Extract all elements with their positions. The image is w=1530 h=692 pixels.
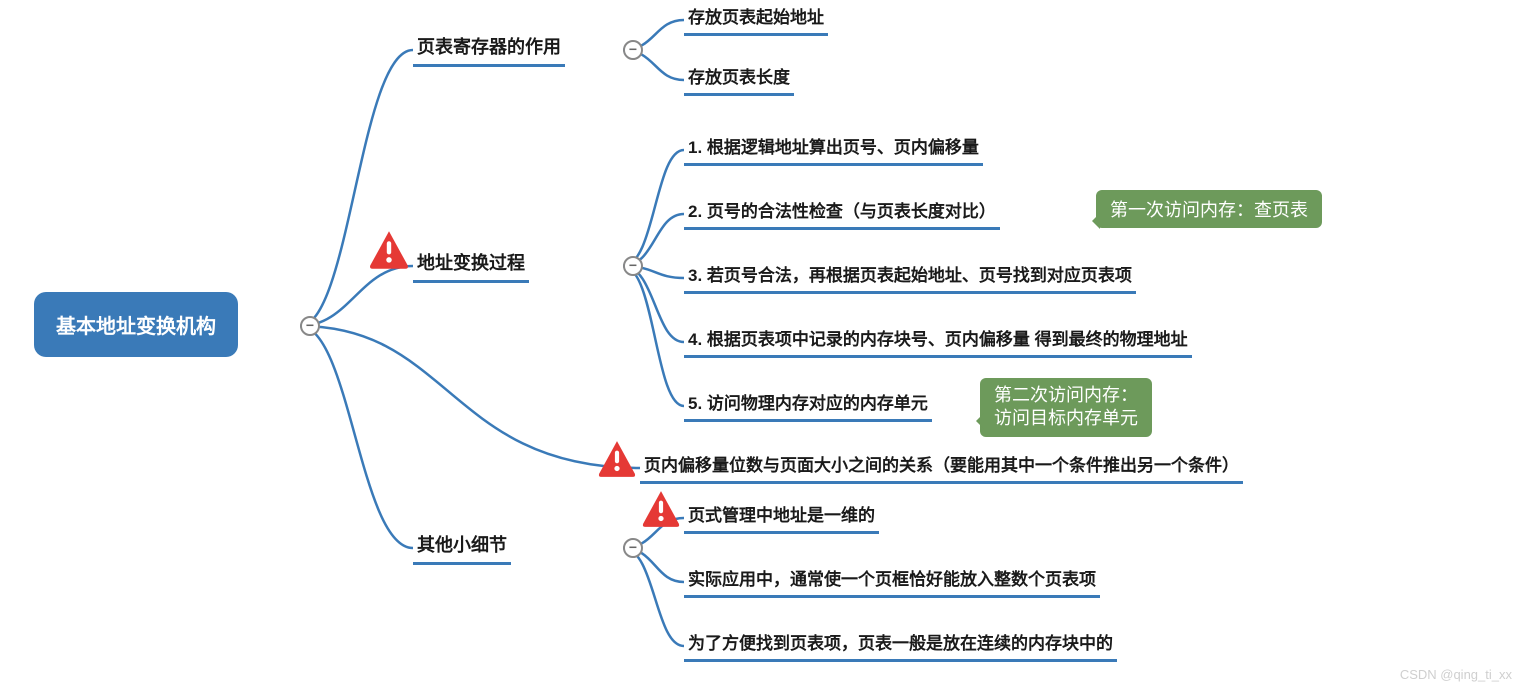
leaf-node: 为了方便找到页表项，页表一般是放在连续的内存块中的	[684, 626, 1117, 662]
collapse-button[interactable]	[623, 538, 643, 558]
branch-label: 其他小细节	[413, 528, 511, 565]
leaf-node: 存放页表长度	[684, 60, 794, 96]
leaf-node: 1. 根据逻辑地址算出页号、页内偏移量	[684, 130, 983, 166]
collapse-button[interactable]	[623, 40, 643, 60]
leaf-node: 4. 根据页表项中记录的内存块号、页内偏移量 得到最终的物理地址	[684, 322, 1192, 358]
callout: 第二次访问内存：访问目标内存单元	[980, 378, 1152, 437]
leaf-node: 2. 页号的合法性检查（与页表长度对比）	[684, 194, 1000, 230]
collapse-button[interactable]	[623, 256, 643, 276]
leaf-node: 实际应用中，通常使一个页框恰好能放入整数个页表项	[684, 562, 1100, 598]
collapse-button[interactable]	[300, 316, 320, 336]
leaf-node: 存放页表起始地址	[684, 0, 828, 36]
leaf-node: 页式管理中地址是一维的	[684, 498, 879, 534]
leaf-node: 页内偏移量位数与页面大小之间的关系（要能用其中一个条件推出另一个条件）	[640, 448, 1243, 484]
branch-label: 地址变换过程	[413, 246, 529, 283]
callout: 第一次访问内存：查页表	[1096, 190, 1322, 228]
root-node: 基本地址变换机构	[34, 292, 238, 357]
watermark: CSDN @qing_ti_xx	[1400, 667, 1512, 682]
leaf-node: 5. 访问物理内存对应的内存单元	[684, 386, 932, 422]
leaf-node: 3. 若页号合法，再根据页表起始地址、页号找到对应页表项	[684, 258, 1136, 294]
branch-label: 页表寄存器的作用	[413, 30, 565, 67]
